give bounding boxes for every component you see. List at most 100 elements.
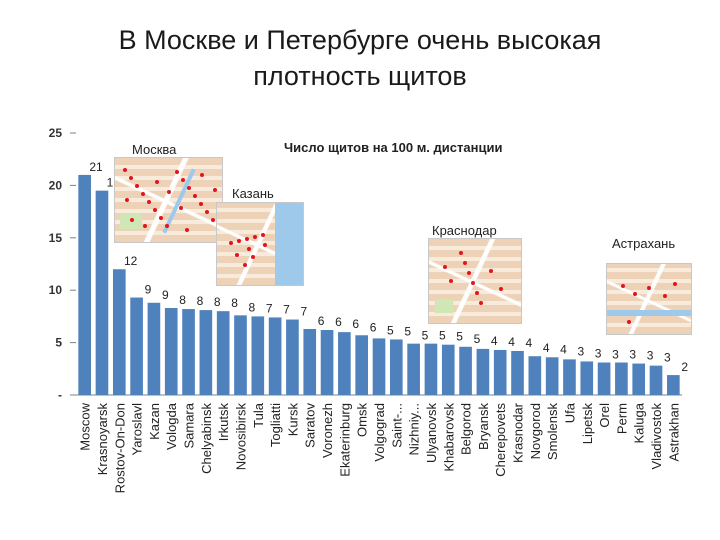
bar-rostov-on-don: [112, 269, 126, 395]
data-label: 6: [370, 320, 377, 334]
data-label: 21: [89, 160, 103, 174]
x-tick-label: Kursk: [285, 403, 300, 437]
x-tick-label: Volgograd: [372, 403, 387, 462]
x-tick-label: Cherepovets: [493, 403, 508, 477]
bar-moscow: [78, 174, 91, 395]
bar-cherepovets: [493, 349, 507, 395]
bar-vladivostok: [649, 365, 663, 395]
slide-title-line-1: В Москве и Петербурге очень высокая: [118, 25, 602, 55]
bar-krasnodar: [511, 350, 524, 395]
data-label: 5: [404, 324, 411, 338]
bar-chelyabinsk: [199, 310, 213, 395]
moscow-map-label: Москва: [132, 142, 177, 157]
bar-volgograd: [372, 338, 386, 395]
data-label: 4: [526, 336, 533, 350]
data-label: 9: [162, 288, 169, 302]
krasnodar-map-label: Краснодар: [432, 223, 497, 238]
data-label: 5: [456, 330, 463, 344]
bar-samara: [182, 309, 195, 395]
x-tick-label: Perm: [614, 403, 629, 434]
bar-yaroslavl: [130, 297, 143, 395]
data-label: 8: [249, 300, 256, 314]
y-tick-label: 5: [55, 336, 62, 350]
data-label: 6: [335, 315, 342, 329]
x-tick-label: Omsk: [355, 403, 370, 437]
data-label: 4: [543, 341, 550, 355]
bar-astrakhan: [667, 375, 680, 395]
bar-ulyanovsk: [424, 343, 438, 395]
bar-nizhniy-: [407, 343, 420, 395]
bar-ufa: [563, 359, 576, 395]
x-tick-label: Saratov: [303, 403, 318, 448]
bar-krasnoyarsk: [95, 190, 109, 395]
bar-vologda: [164, 308, 178, 395]
data-label: 8: [179, 293, 186, 307]
bar-perm: [615, 362, 628, 395]
x-tick-label: Chelyabinsk: [199, 403, 214, 474]
data-label: 8: [197, 294, 204, 308]
astrakhan-map-label: Астрахань: [612, 236, 676, 251]
x-tick-label: Krasnoyarsk: [95, 403, 110, 476]
bar-ekaterinburg: [338, 332, 351, 395]
x-tick-label: Tula: [251, 402, 266, 428]
data-label: 3: [577, 344, 584, 358]
data-label: 8: [231, 296, 238, 310]
x-tick-label: Novgorod: [528, 403, 543, 459]
data-label: 9: [145, 283, 152, 297]
x-tick-label: Samara: [182, 402, 197, 448]
data-label: 4: [508, 335, 515, 349]
data-label: 7: [300, 305, 307, 319]
x-tick-label: Saint-...: [389, 403, 404, 448]
data-label: 4: [491, 334, 498, 348]
bar-irkutsk: [216, 311, 230, 395]
astrakhan-map: [606, 263, 692, 335]
data-label: 5: [439, 329, 446, 343]
data-label: 3: [595, 346, 602, 360]
x-tick-label: Bryansk: [476, 403, 491, 450]
bar-saratov: [303, 328, 317, 395]
data-label: 5: [387, 323, 394, 337]
bar-kazan: [147, 302, 161, 395]
bar-novosibirsk: [234, 315, 247, 395]
data-label: 5: [474, 332, 481, 346]
bar-kaluga: [632, 363, 646, 395]
data-label: 3: [647, 349, 654, 363]
x-tick-label: Togliatti: [268, 403, 283, 447]
x-tick-label: Vologda: [164, 402, 179, 450]
data-label: 4: [560, 342, 567, 356]
data-label: 2: [681, 360, 688, 374]
bar-voronezh: [320, 330, 334, 395]
krasnodar-map: [428, 238, 522, 324]
data-label: 12: [124, 254, 138, 268]
slide-title-line-2: плотность щитов: [253, 61, 467, 91]
x-tick-label: Rostov-On-Don: [112, 403, 127, 493]
data-label: 3: [612, 348, 619, 362]
x-tick-label: Voronezh: [320, 403, 335, 458]
bar-kursk: [286, 319, 299, 395]
data-label: 3: [664, 351, 671, 365]
x-tick-label: Yaroslavl: [130, 403, 145, 456]
x-tick-label: Kazan: [147, 403, 162, 440]
bar-novgorod: [528, 356, 542, 395]
x-tick-label: Kaluga: [632, 402, 647, 443]
x-tick-label: Vladivostok: [649, 403, 664, 470]
y-tick-label: -: [58, 388, 62, 402]
bar-khabarovsk: [441, 344, 455, 395]
x-tick-label: Orel: [597, 403, 612, 428]
bar-belgorod: [459, 346, 472, 395]
y-tick-label: 25: [49, 126, 63, 140]
data-label: 6: [318, 314, 325, 328]
y-tick-label: 10: [49, 283, 63, 297]
y-tick-label: 20: [49, 178, 63, 192]
data-label: 7: [283, 302, 290, 316]
x-tick-label: Novosibirsk: [233, 403, 248, 471]
x-tick-label: Ulyanovsk: [424, 403, 439, 463]
bar-lipetsk: [580, 361, 594, 395]
x-tick-label: Lipetsk: [580, 403, 595, 445]
bar-tula: [251, 316, 265, 395]
bar-omsk: [355, 335, 369, 395]
kazan-map: [216, 202, 304, 286]
bar-orel: [597, 362, 611, 395]
kazan-map-label: Казань: [232, 186, 274, 201]
